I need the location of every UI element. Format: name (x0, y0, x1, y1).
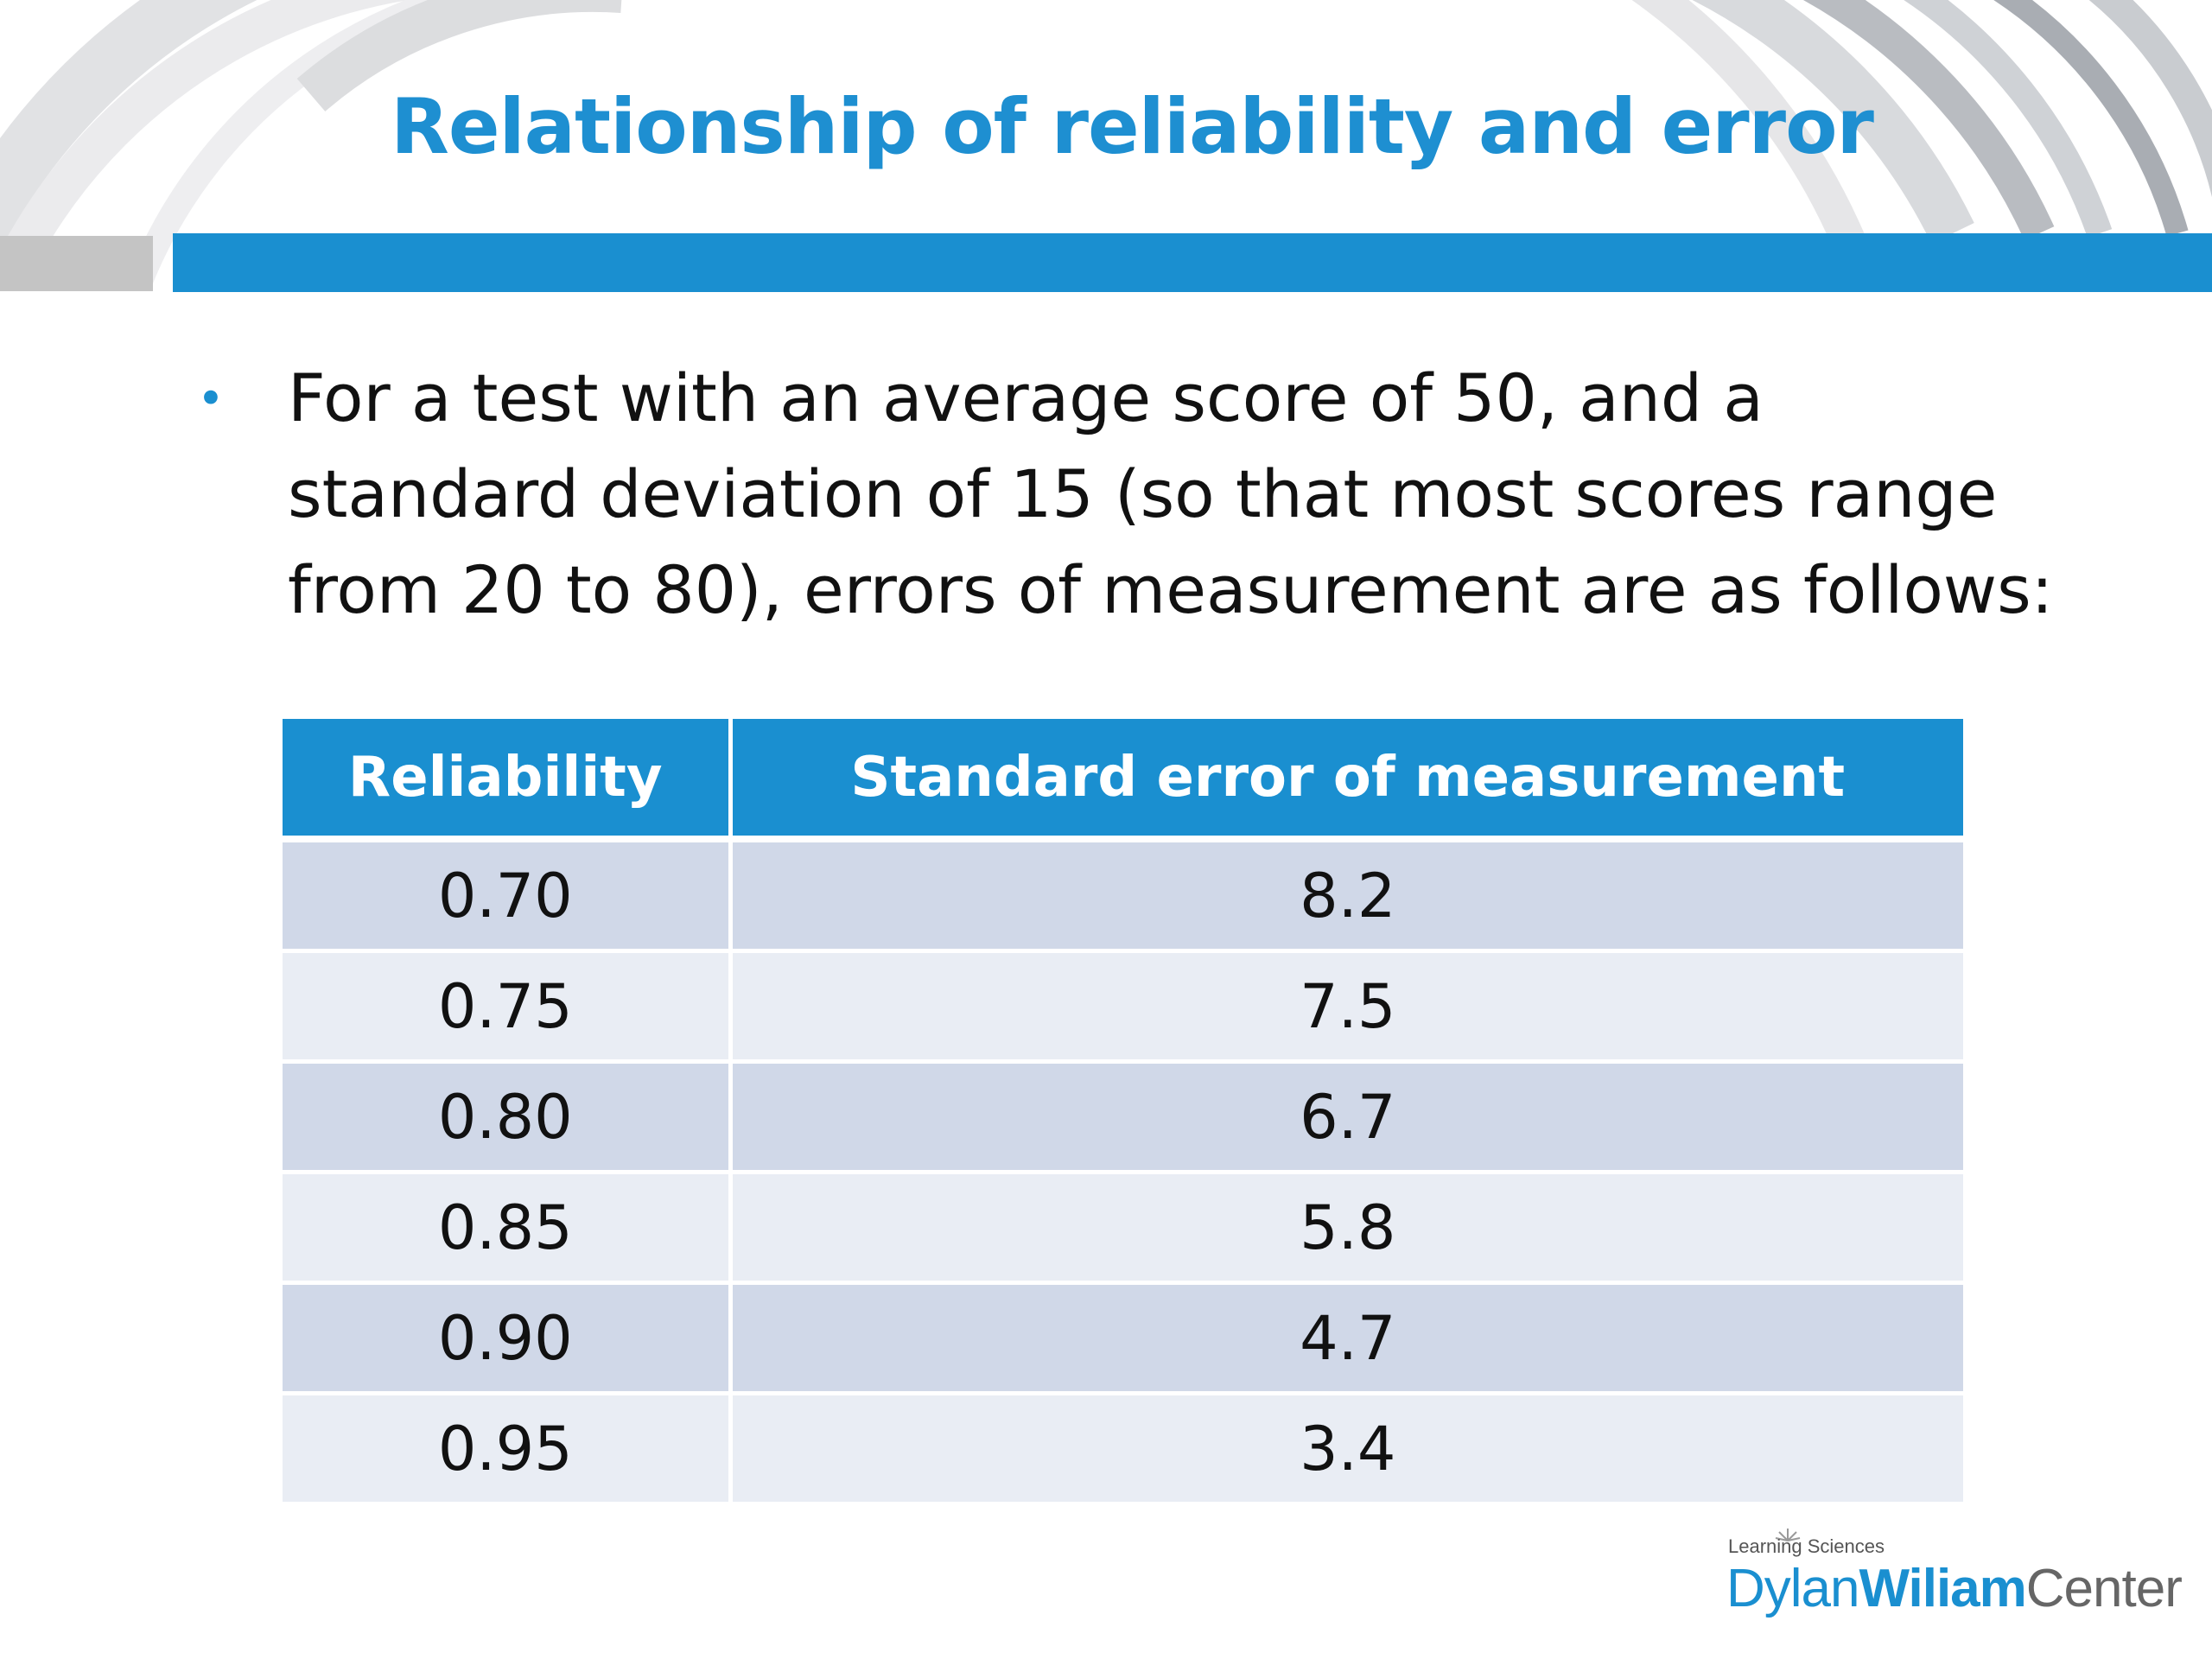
title-bar-gray-block (0, 236, 153, 291)
table-row: 0.95 3.4 (283, 1393, 1963, 1506)
slide-title: Relationship of reliability and error (391, 82, 1874, 171)
header-reliability: Reliability (283, 719, 733, 842)
reliability-error-table: Reliability Standard error of measuremen… (283, 719, 1963, 1506)
reliability-cell: 0.85 (283, 1172, 733, 1285)
bullet-point: • For a test with an average score of 50… (190, 350, 2091, 638)
logo-spark-icon (1775, 1529, 1801, 1541)
logo-word-dylan: Dylan (1726, 1559, 1860, 1618)
logo-word-center: Center (2025, 1559, 2183, 1618)
reliability-cell: 0.90 (283, 1282, 733, 1395)
table-row: 0.75 7.5 (283, 950, 1963, 1064)
bullet-dot-icon: • (197, 372, 225, 426)
reliability-cell: 0.95 (283, 1393, 733, 1506)
dylan-wiliam-center-logo: Learning Sciences DylanWiliamCenter (1726, 1529, 2183, 1636)
sem-cell: 3.4 (730, 1393, 1963, 1506)
reliability-cell: 0.80 (283, 1061, 733, 1174)
sem-cell: 8.2 (730, 839, 1963, 953)
sem-cell: 7.5 (730, 950, 1963, 1064)
table-row: 0.70 8.2 (283, 839, 1963, 953)
table-row: 0.85 5.8 (283, 1172, 1963, 1285)
sem-cell: 6.7 (730, 1061, 1963, 1174)
table-header-row: Reliability Standard error of measuremen… (283, 719, 1963, 842)
background-arc-decoration (0, 0, 2212, 290)
sem-cell: 5.8 (730, 1172, 1963, 1285)
logo-wordmark: DylanWiliamCenter (1726, 1558, 2183, 1619)
table-row: 0.90 4.7 (283, 1282, 1963, 1395)
table-row: 0.80 6.7 (283, 1061, 1963, 1174)
header-standard-error: Standard error of measurement (730, 719, 1963, 842)
bullet-text: For a test with an average score of 50, … (288, 359, 2054, 628)
logo-word-wiliam: Wiliam (1859, 1559, 2027, 1618)
reliability-cell: 0.70 (283, 839, 733, 953)
sem-cell: 4.7 (730, 1282, 1963, 1395)
title-underline-bar (173, 233, 2212, 292)
logo-top-line: Learning Sciences (1728, 1535, 1885, 1557)
reliability-cell: 0.75 (283, 950, 733, 1064)
